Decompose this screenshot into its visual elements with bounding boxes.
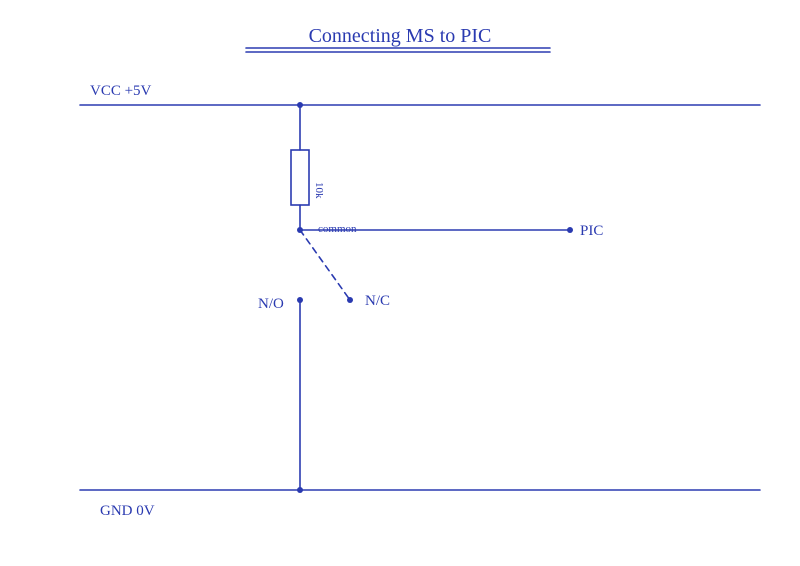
switch-arm bbox=[300, 230, 350, 300]
pic-label: PIC bbox=[580, 223, 603, 239]
no-label: N/O bbox=[258, 296, 284, 312]
common-label: common bbox=[318, 223, 357, 235]
node-pic bbox=[567, 227, 573, 233]
vcc-label: VCC +5V bbox=[90, 83, 152, 99]
node-gnd bbox=[297, 487, 303, 493]
resistor bbox=[291, 150, 309, 205]
circuit-diagram: Connecting MS to PIC VCC +5V GND 0V 10k comm… bbox=[0, 0, 800, 566]
resistor-label: 10k bbox=[313, 182, 325, 199]
gnd-label: GND 0V bbox=[100, 503, 155, 519]
diagram-title: Connecting MS to PIC bbox=[309, 25, 492, 47]
node-nc bbox=[347, 297, 353, 303]
nc-label: N/C bbox=[365, 293, 390, 309]
